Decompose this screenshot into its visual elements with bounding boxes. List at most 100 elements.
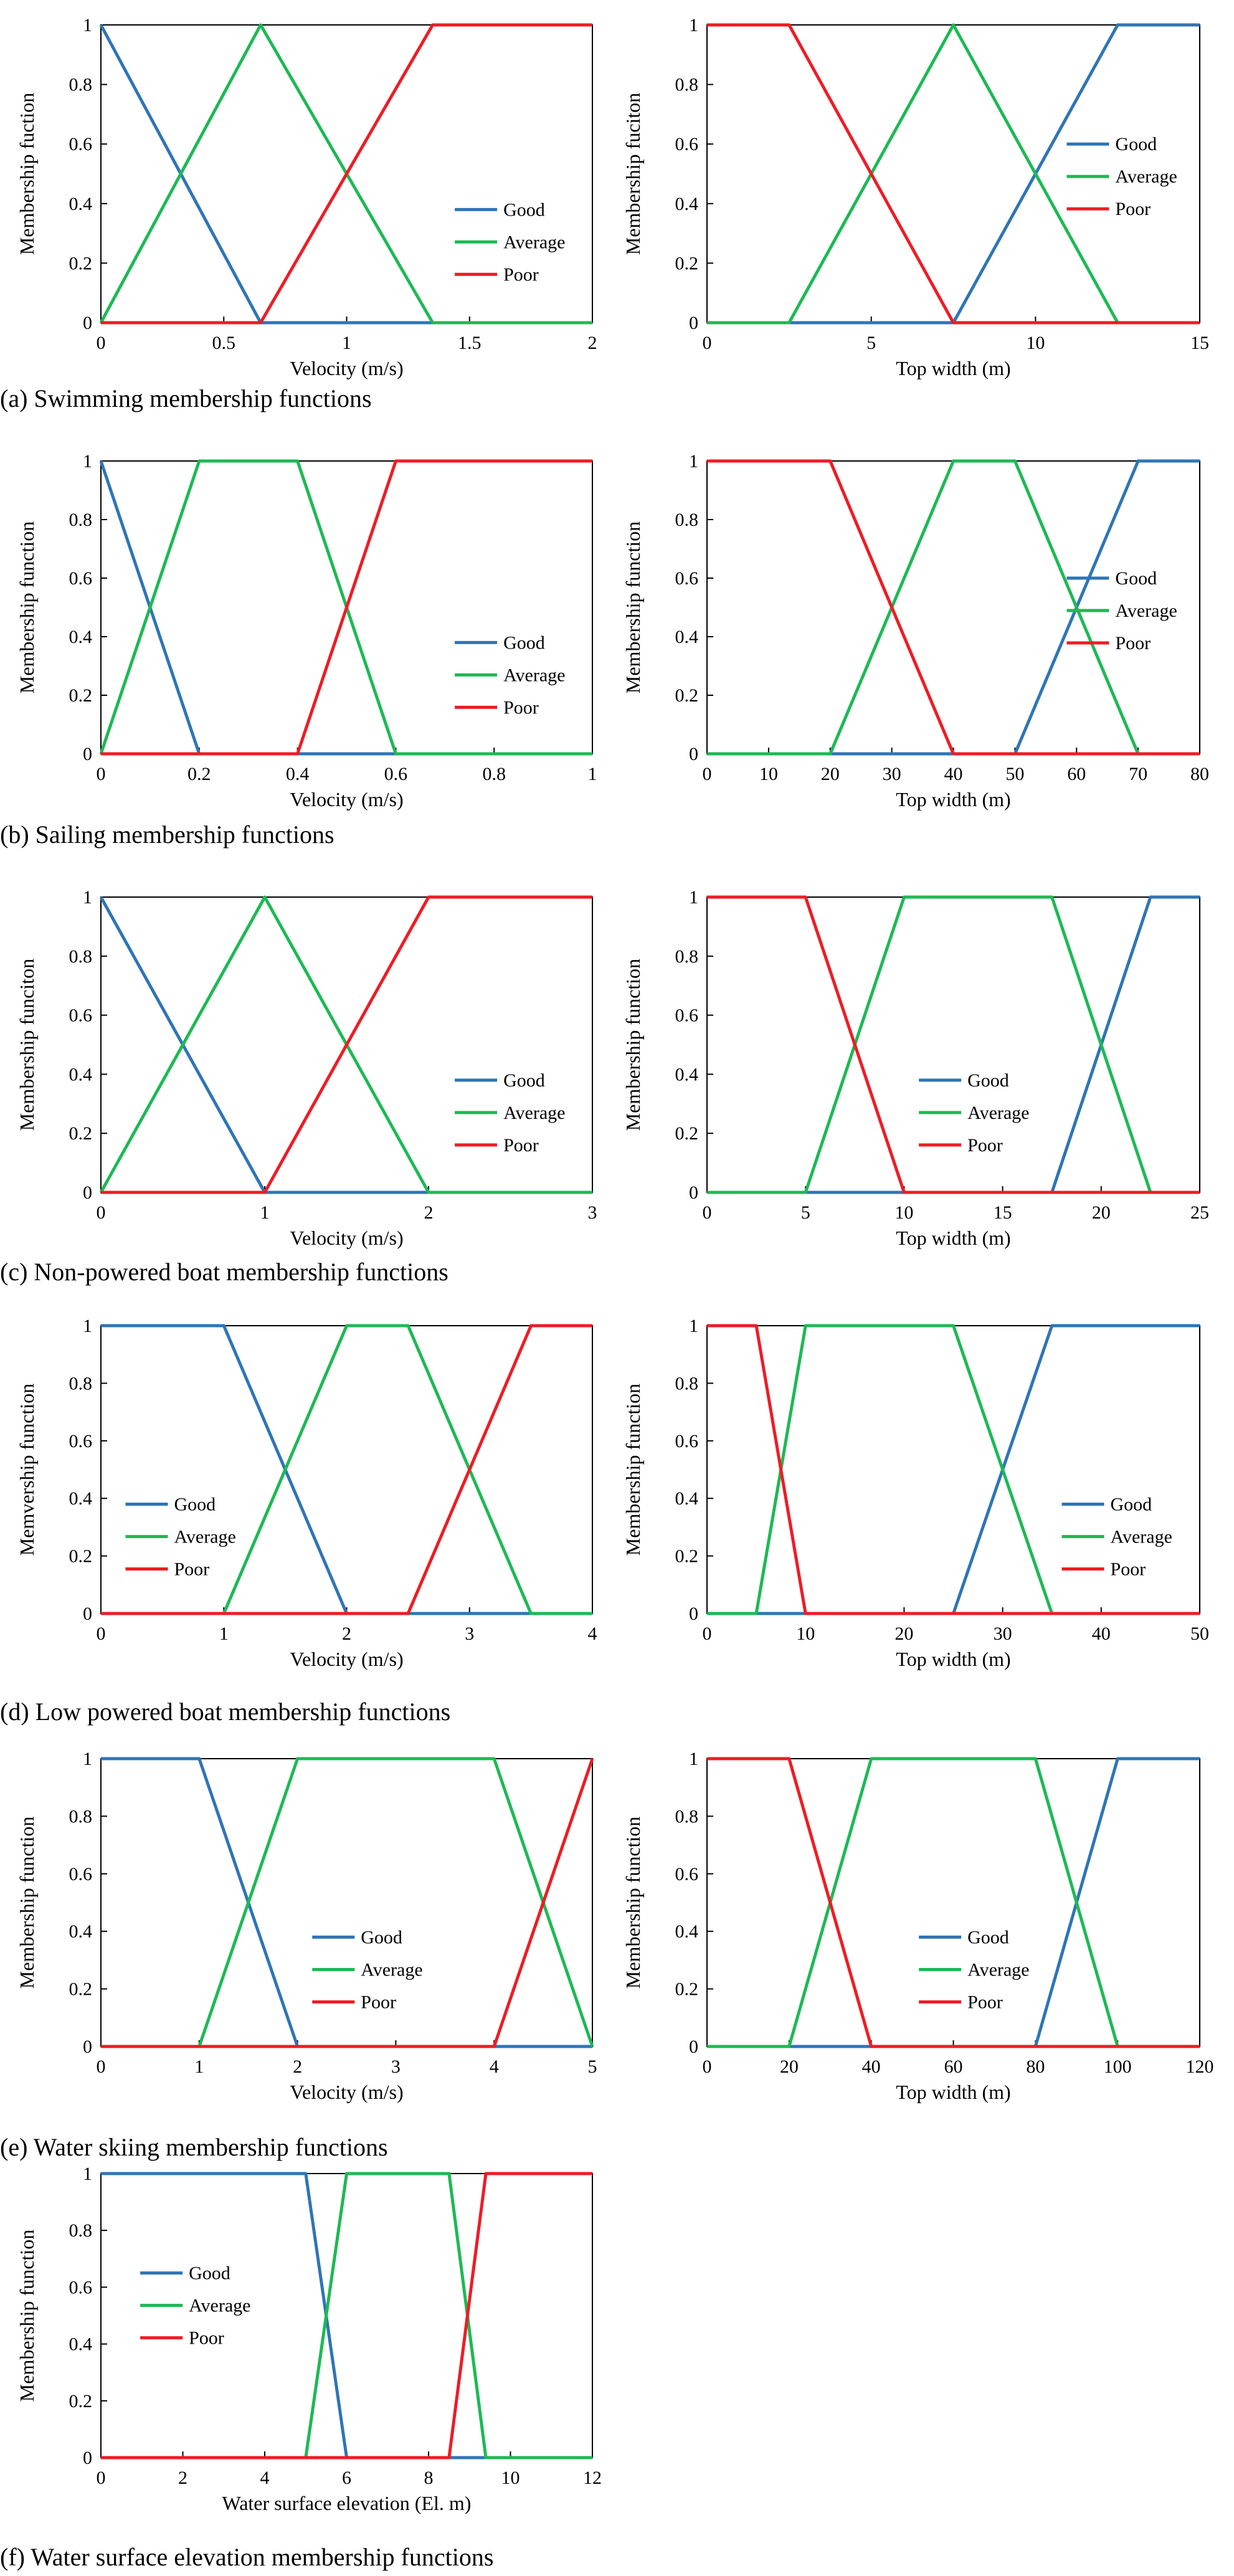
y-tick-label: 0.8 xyxy=(675,510,699,530)
legend-label-good: Good xyxy=(503,1070,545,1091)
legend-label-poor: Poor xyxy=(189,2328,224,2349)
x-tick-label: 1 xyxy=(260,1202,270,1223)
legend: Good Average Poor xyxy=(1061,1494,1172,1579)
x-tick-label: 1 xyxy=(588,764,597,784)
y-tick-label: 0.6 xyxy=(69,1005,93,1026)
legend-label-poor: Poor xyxy=(503,264,539,285)
legend: Good Average Poor xyxy=(312,1927,423,2012)
x-tick-label: 20 xyxy=(895,1623,913,1644)
y-tick-label: 0 xyxy=(83,744,92,764)
x-tick-label: 0 xyxy=(703,1623,712,1644)
series-line-poor xyxy=(101,2172,592,2460)
y-tick-label: 0.6 xyxy=(675,568,699,589)
y-tick-label: 0.2 xyxy=(69,2391,93,2412)
y-axis-label: Membership function xyxy=(622,521,644,693)
y-tick-label: 1 xyxy=(83,1316,92,1336)
x-tick-label: 50 xyxy=(1005,764,1024,784)
x-tick-label: 0 xyxy=(97,1202,106,1223)
y-tick-label: 0.2 xyxy=(675,1546,699,1567)
legend-label-poor: Poor xyxy=(1115,199,1151,219)
y-tick-label: 1 xyxy=(83,1749,92,1769)
legend-label-good: Good xyxy=(1115,134,1157,154)
y-tick-label: 0.2 xyxy=(69,1546,93,1567)
y-tick-label: 0.8 xyxy=(69,75,93,95)
y-tick-label: 0.6 xyxy=(69,2277,93,2298)
series-line-poor xyxy=(101,1324,592,1615)
legend-label-good: Good xyxy=(503,632,545,653)
legend-label-good: Good xyxy=(503,199,545,220)
y-tick-label: 0.6 xyxy=(675,1431,699,1452)
x-tick-label: 10 xyxy=(895,1202,913,1223)
y-tick-label: 1 xyxy=(689,1316,698,1336)
x-tick-label: 80 xyxy=(1190,764,1209,784)
x-tick-label: 10 xyxy=(796,1623,815,1644)
series-line-average xyxy=(707,895,1200,1194)
y-tick-label: 0.2 xyxy=(675,1979,699,2000)
x-tick-label: 10 xyxy=(759,764,778,784)
series-line-poor xyxy=(707,23,1200,325)
y-tick-label: 0.6 xyxy=(69,134,93,154)
y-axis-label: Membership fuction xyxy=(16,93,38,255)
legend-label-poor: Poor xyxy=(1115,633,1151,654)
series-line-good xyxy=(707,895,1200,1194)
x-tick-label: 20 xyxy=(1092,1202,1111,1223)
legend-label-average: Average xyxy=(503,665,565,685)
y-tick-label: 0 xyxy=(83,2037,92,2057)
legend: Good Average Poor xyxy=(1066,134,1177,219)
y-tick-label: 0 xyxy=(83,1604,92,1624)
y-tick-label: 0.8 xyxy=(69,1373,93,1394)
x-tick-label: 3 xyxy=(588,1202,597,1223)
x-axis-label: Top width (m) xyxy=(896,2081,1010,2103)
x-tick-label: 0 xyxy=(97,1623,106,1644)
legend-label-poor: Poor xyxy=(967,1135,1003,1156)
y-axis-label: Membership function xyxy=(622,1384,644,1556)
x-tick-label: 2 xyxy=(178,2468,187,2488)
x-tick-label: 40 xyxy=(1092,1623,1111,1644)
y-tick-label: 0.4 xyxy=(69,627,93,647)
x-tick-label: 4 xyxy=(260,2468,270,2488)
y-axis-label: Memvership function xyxy=(16,1384,38,1556)
plot-frame xyxy=(706,896,1200,1193)
y-tick-label: 0.6 xyxy=(69,1864,93,1884)
y-tick-label: 0.4 xyxy=(69,1064,93,1085)
y-axis-label: Membership function xyxy=(622,1817,644,1989)
y-axis-label: Membership function xyxy=(16,2230,38,2402)
y-tick-label: 0.2 xyxy=(69,1123,93,1144)
y-tick-label: 0.2 xyxy=(69,253,93,273)
x-tick-label: 2 xyxy=(293,2056,302,2077)
x-axis-label: Velocity (m/s) xyxy=(290,1648,403,1670)
x-tick-label: 80 xyxy=(1026,2056,1045,2077)
chart-e-left: 0 0.2 0.4 0.6 0.8 1 0 1 2 3 4 5 Velocity (m/s) Member… xyxy=(16,1749,597,2103)
series-line-poor xyxy=(101,895,592,1194)
y-axis-label: Membership function xyxy=(16,1817,38,1989)
y-tick-label: 0.8 xyxy=(675,1373,699,1394)
series-line-poor xyxy=(707,1324,1200,1615)
x-tick-label: 15 xyxy=(1190,333,1209,353)
y-tick-label: 0.4 xyxy=(69,194,93,214)
legend-label-good: Good xyxy=(174,1494,216,1514)
y-tick-label: 0.6 xyxy=(675,134,699,154)
y-tick-label: 0.2 xyxy=(69,685,93,706)
x-tick-label: 50 xyxy=(1190,1623,1209,1644)
x-tick-label: 12 xyxy=(583,2468,602,2488)
x-tick-label: 70 xyxy=(1129,764,1147,784)
x-axis-label: Velocity (m/s) xyxy=(290,788,403,810)
series-line-poor xyxy=(707,1757,1200,2048)
legend-label-average: Average xyxy=(503,1103,565,1123)
x-tick-label: 6 xyxy=(342,2468,351,2488)
x-tick-label: 10 xyxy=(1026,333,1045,353)
y-tick-label: 0.2 xyxy=(69,1979,93,2000)
series-line-poor xyxy=(707,459,1200,756)
y-tick-label: 0.4 xyxy=(69,1488,93,1509)
caption-f: (f) Water surface elevation membership f… xyxy=(0,2543,493,2571)
y-tick-label: 0.6 xyxy=(69,1431,93,1452)
y-tick-label: 1 xyxy=(689,15,698,36)
x-tick-label: 1 xyxy=(219,1623,229,1644)
y-tick-label: 0.4 xyxy=(675,1064,699,1085)
y-tick-label: 0 xyxy=(83,1182,92,1203)
y-tick-label: 0.8 xyxy=(675,946,699,967)
y-tick-label: 0 xyxy=(689,744,698,764)
x-tick-label: 3 xyxy=(391,2056,401,2077)
